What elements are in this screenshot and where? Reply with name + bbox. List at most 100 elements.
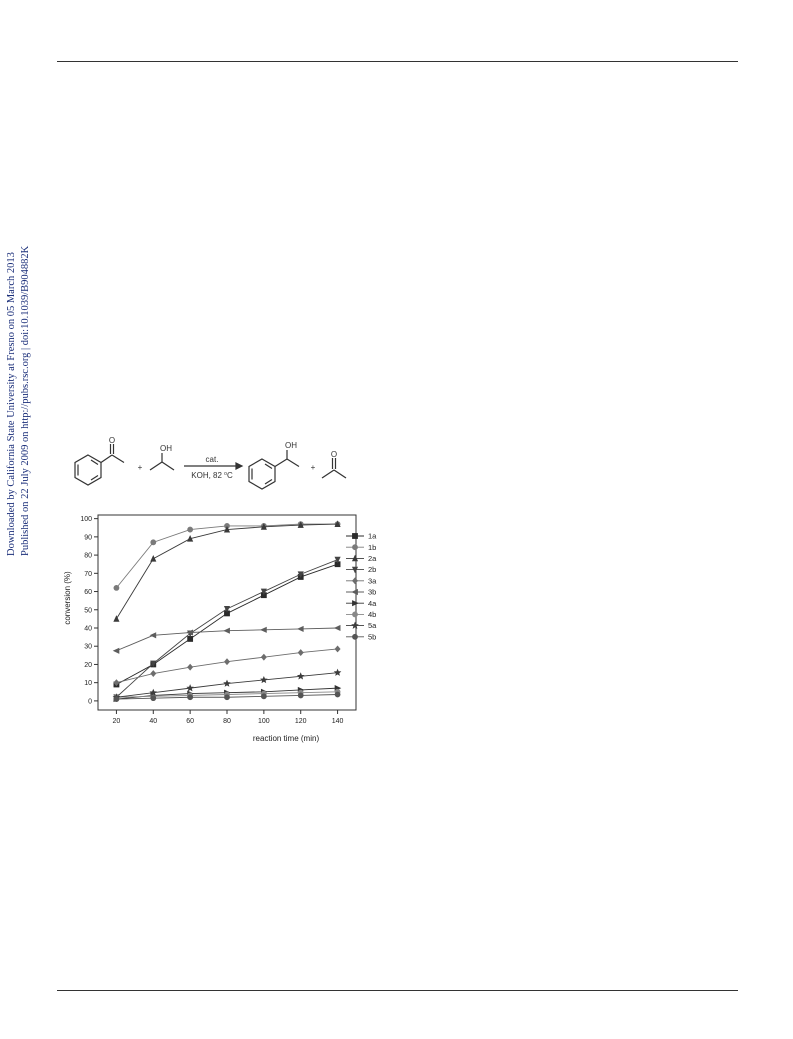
- conditions-prefix: KOH, 82: [191, 471, 224, 480]
- chart-marks: 20 40 60 80 100 120 1400102030405060708090100 …: [80, 514, 377, 725]
- data-point-3b: [260, 626, 267, 633]
- series-3a: [113, 645, 341, 687]
- legend-label: 4a: [368, 599, 377, 608]
- legend-label: 3b: [368, 588, 376, 597]
- legend-marker-5b: [352, 633, 358, 640]
- data-point-1b: [113, 584, 120, 591]
- data-point-5a: [186, 684, 194, 692]
- arrow-conditions-label: KOH, 82 oC: [191, 471, 233, 480]
- series-line-1b: [116, 523, 338, 589]
- y-tick-label: 70: [84, 571, 92, 578]
- series-line-3a: [116, 648, 338, 684]
- legend-item-4b: 4b: [346, 610, 376, 619]
- arrow-catalyst-label: cat.: [206, 455, 219, 464]
- reagent-oh-label: OH: [160, 444, 172, 453]
- legend-item-3a: 3a: [346, 576, 377, 585]
- data-point-3a: [187, 663, 194, 671]
- data-point-2a: [334, 520, 341, 528]
- y-tick-label: 10: [84, 680, 92, 687]
- x-axis-label: reaction time (min): [253, 734, 320, 743]
- data-point-3a: [260, 653, 267, 661]
- series-line-2a: [116, 523, 338, 620]
- acetone-structure: [321, 458, 347, 479]
- product-oh-label: OH: [285, 441, 297, 450]
- data-point-3a: [224, 658, 230, 666]
- legend-marker-1b: [352, 544, 358, 551]
- data-point-3a: [150, 670, 157, 678]
- y-tick-label: 60: [84, 589, 92, 596]
- chart-legend: 1a 1b 2a 2b 3a 3b 4a 4b 5a 5b: [346, 532, 377, 641]
- legend-label: 5b: [368, 632, 376, 641]
- legend-item-2a: 2a: [346, 554, 377, 563]
- legend-label: 1b: [368, 543, 376, 552]
- data-point-5a: [149, 688, 158, 696]
- legend-marker-2a: [351, 554, 359, 562]
- data-point-2a: [187, 534, 194, 542]
- x-tick-label: 40: [149, 718, 157, 725]
- legend-item-2b: 2b: [346, 565, 376, 574]
- data-point-2a: [223, 525, 231, 533]
- reactant-carbonyl-label: O: [109, 436, 115, 445]
- x-tick-label: 120: [295, 718, 307, 725]
- y-tick-label: 90: [84, 534, 92, 541]
- data-point-5b: [297, 692, 304, 699]
- legend-item-4a: 4a: [346, 599, 377, 608]
- legend-item-3b: 3b: [346, 588, 376, 597]
- conditions-unit: C: [227, 471, 233, 480]
- data-point-3b: [112, 647, 120, 654]
- data-point-3b: [149, 632, 157, 639]
- data-point-5a: [260, 675, 268, 684]
- y-tick-label: 0: [88, 698, 92, 705]
- data-point-2b: [334, 556, 341, 564]
- reaction-scheme: O + OH cat. KOH, 82 oC OH + O: [74, 436, 347, 490]
- data-point-5b: [224, 694, 230, 701]
- data-point-5b: [334, 691, 341, 698]
- data-point-3b: [186, 629, 194, 636]
- data-point-3a: [334, 645, 341, 653]
- legend-marker-1a: [352, 533, 358, 539]
- data-point-2b: [260, 588, 267, 596]
- legend-marker-4b: [352, 611, 358, 618]
- y-tick-label: 40: [84, 625, 92, 632]
- legend-item-5a: 5a: [346, 621, 377, 630]
- data-point-3b: [223, 627, 230, 634]
- acetophenone-structure: [74, 444, 125, 486]
- data-point-3a: [297, 649, 304, 657]
- legend-label: 2b: [368, 565, 376, 574]
- data-point-5b: [113, 696, 120, 702]
- data-point-1b: [150, 539, 157, 546]
- x-tick-label: 140: [332, 718, 344, 725]
- data-point-2b: [223, 605, 231, 613]
- watermark-published-line: Published on 22 July 2009 on http://pubs…: [20, 245, 31, 556]
- series-layer: [112, 520, 342, 703]
- data-point-5a: [296, 672, 305, 680]
- x-tick-label: 100: [258, 718, 270, 725]
- data-point-5a: [223, 679, 231, 687]
- legend-label: 3a: [368, 576, 377, 585]
- series-5b: [113, 691, 341, 702]
- legend-marker-3b: [351, 588, 358, 596]
- series-2a: [113, 520, 341, 622]
- x-tick-label: 60: [186, 718, 194, 725]
- data-point-2b: [150, 660, 157, 668]
- phenylethanol-structure: [248, 450, 300, 490]
- data-point-5b: [150, 695, 157, 702]
- watermark-download-line: Downloaded by California State Universit…: [6, 252, 17, 556]
- data-point-3b: [333, 624, 341, 632]
- isopropanol-structure: [149, 453, 175, 471]
- legend-label: 1a: [368, 532, 377, 541]
- legend-label: 2a: [368, 554, 377, 563]
- x-tick-label: 20: [113, 718, 121, 725]
- y-tick-label: 50: [84, 607, 92, 614]
- y-tick-label: 30: [84, 644, 92, 651]
- legend-label: 5a: [368, 621, 377, 630]
- data-point-2a: [113, 615, 120, 622]
- header-rule: [57, 61, 738, 62]
- y-tick-label: 80: [84, 553, 92, 560]
- plus-sign-1: +: [138, 463, 143, 472]
- data-point-5b: [187, 694, 194, 701]
- data-point-2a: [150, 555, 157, 562]
- product-carbonyl-label: O: [331, 450, 337, 459]
- data-point-3a: [113, 679, 120, 687]
- data-point-2b: [297, 571, 304, 578]
